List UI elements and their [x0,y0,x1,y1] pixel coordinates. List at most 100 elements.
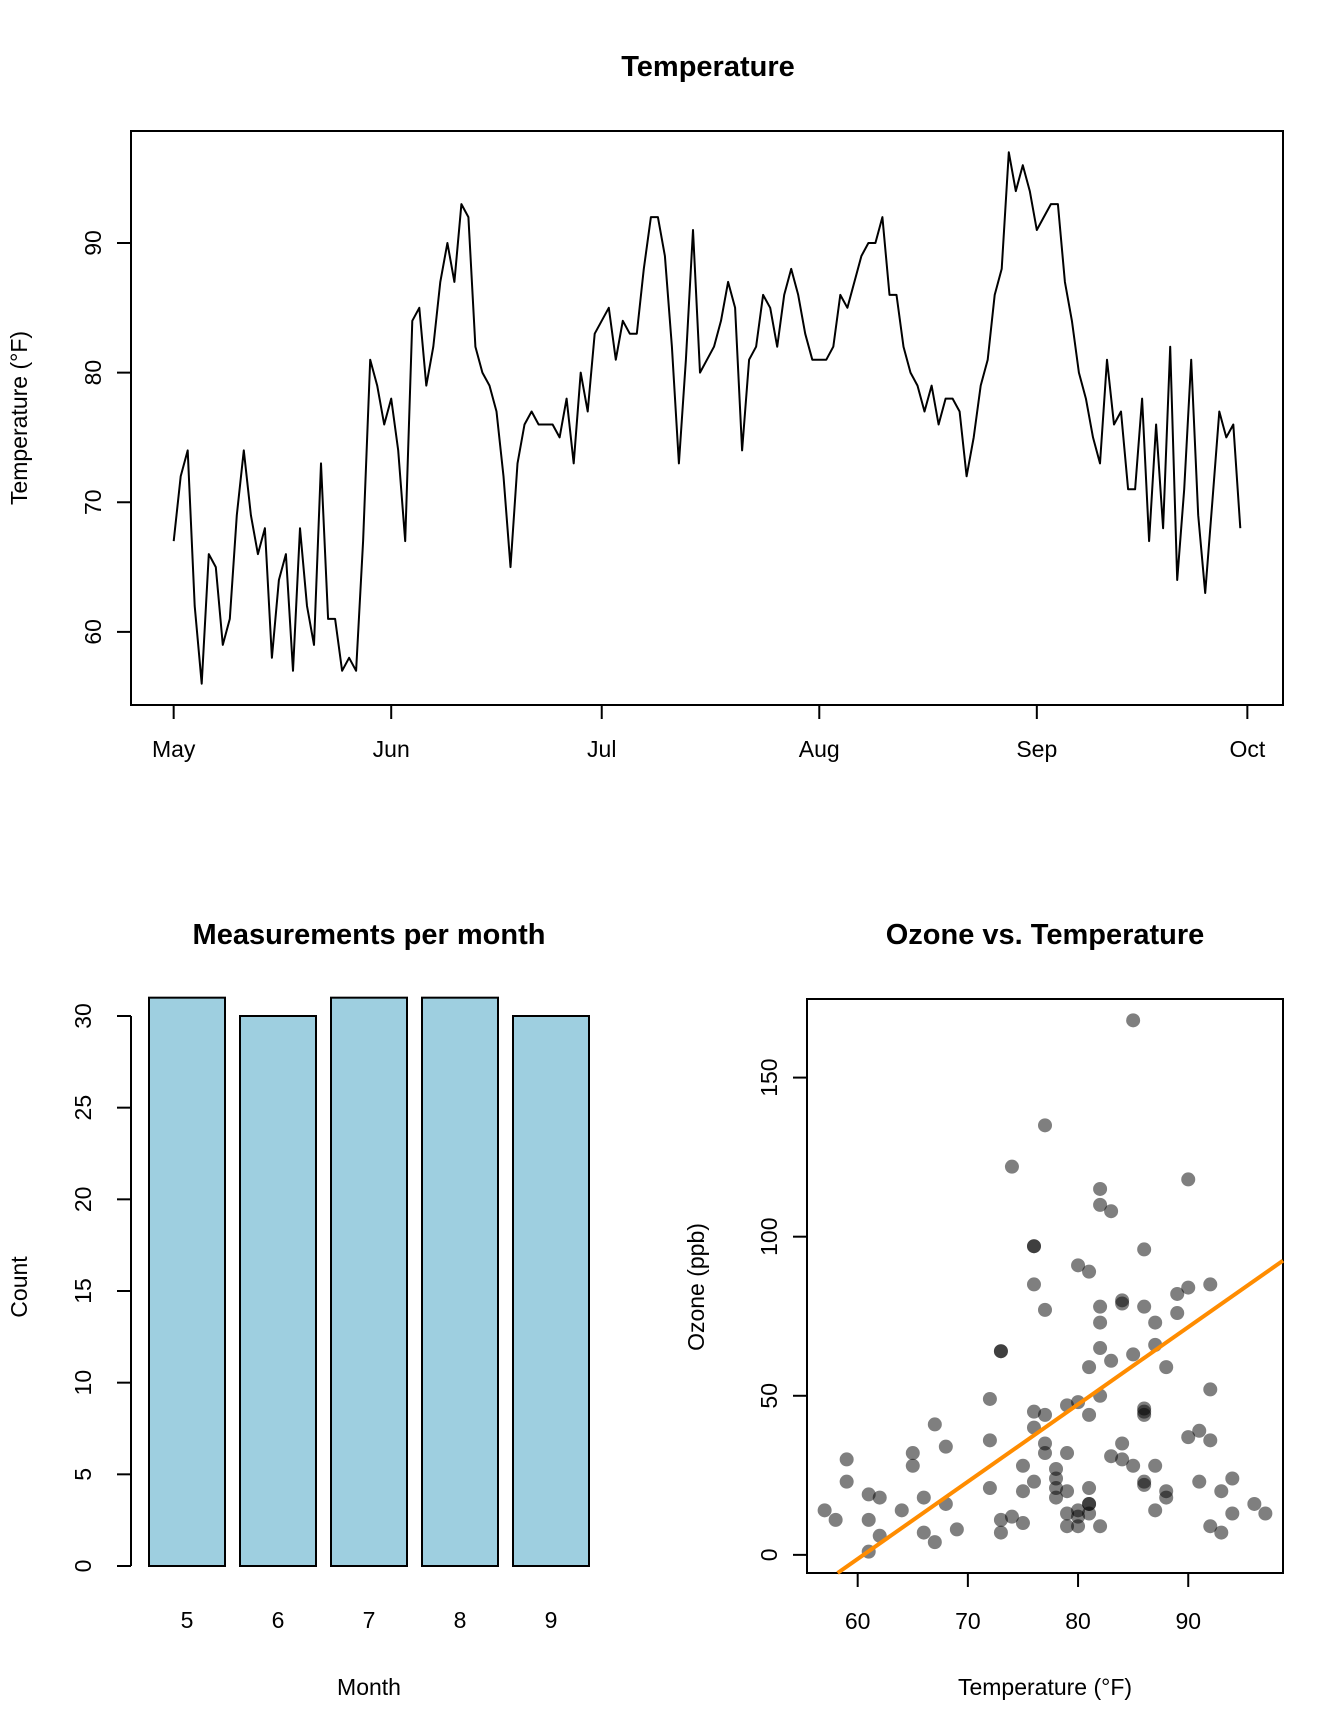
scatter-point [1159,1360,1174,1375]
bar-x-tick-label: 6 [272,1607,285,1633]
scatter-point [1225,1506,1240,1521]
line-y-tick-label: 60 [80,619,106,645]
scatter-point [949,1522,964,1537]
scatter-point [1026,1239,1041,1254]
scatter-point [1015,1458,1030,1473]
scatter-point [1115,1293,1130,1308]
scatter-chart-x-axis: 60 70 80 90 [845,1572,1201,1634]
line-x-tick-label: Jun [373,736,410,762]
scatter-point [982,1433,997,1448]
scatter-point [927,1535,942,1550]
scatter-x-tick-label: 70 [955,1608,981,1634]
scatter-point [1203,1433,1218,1448]
scatter-point [1137,1401,1152,1416]
scatter-point [1093,1181,1108,1196]
scatter-point [1015,1484,1030,1499]
scatter-point [1181,1430,1196,1445]
scatter-y-tick-label: 0 [756,1548,782,1561]
scatter-y-tick-label: 100 [756,1217,782,1255]
scatter-point [817,1503,832,1518]
scatter-point [1093,1341,1108,1356]
scatter-point [1038,1446,1052,1461]
scatter-point [1126,1458,1141,1473]
bar-y-tick-label: 5 [70,1468,96,1481]
line-chart-plot-box [130,130,1284,706]
bar-chart-x-axis: 5 6 7 8 9 [181,1607,558,1633]
bar-x-tick-label: 5 [181,1607,194,1633]
scatter-point [1060,1519,1075,1534]
scatter-x-tick-label: 80 [1065,1608,1091,1634]
bar-chart-xlabel: Month [337,1674,401,1700]
scatter-point [1148,1503,1163,1518]
scatter-point [1137,1242,1152,1257]
scatter-y-tick-label: 150 [756,1058,782,1096]
scatter-point [982,1391,997,1406]
scatter-point [1115,1452,1130,1467]
bar-x-tick-label: 8 [454,1607,467,1633]
bar [421,996,499,1567]
scatter-point [1082,1506,1097,1521]
scatter-point [1049,1471,1064,1486]
scatter-point [839,1474,854,1489]
scatter-point [1015,1516,1030,1531]
scatter-point [861,1487,876,1502]
scatter-point [905,1458,920,1473]
bar-y-tick-label: 25 [70,1095,96,1121]
scatter-point [1137,1474,1152,1489]
temperature-series-line [172,151,1242,685]
scatter-point [1038,1118,1052,1133]
scatter-point [916,1525,931,1540]
scatter-point [1225,1471,1240,1486]
scatter-y-tick-label: 50 [756,1383,782,1409]
bar [512,1015,590,1567]
line-x-tick-label: Jul [587,736,616,762]
scatter-point [1082,1264,1097,1279]
scatter-point [1181,1280,1196,1295]
scatter-point [1071,1503,1086,1518]
scatter-point [872,1490,887,1505]
measurements-bar-chart: Measurements per month Count Month 0 5 10 1… [6,919,590,1700]
bar-chart-y-axis: 0 5 10 15 20 25 30 [70,1003,132,1573]
scatter-point [1026,1474,1041,1489]
scatter-point [1071,1519,1086,1534]
scatter-point [938,1439,953,1454]
bar-chart-title: Measurements per month [193,919,546,951]
scatter-point [1026,1277,1041,1292]
line-chart-y-axis: 60 70 80 90 [80,230,132,645]
bar [330,996,408,1567]
scatter-point [1159,1490,1174,1505]
scatter-point [1004,1159,1019,1174]
line-x-tick-label: Oct [1229,736,1265,762]
bar-chart-bars [148,996,590,1567]
bar [239,1015,317,1567]
bar-y-tick-label: 0 [70,1560,96,1573]
scatter-point [1082,1481,1097,1496]
scatter-point [993,1344,1008,1359]
scatter-point [1258,1506,1273,1521]
line-x-tick-label: Sep [1016,736,1057,762]
line-x-tick-label: Aug [799,736,840,762]
bar-chart-ylabel: Count [6,1256,32,1318]
scatter-chart-y-axis: 0 50 100 150 [756,1058,808,1561]
scatter-point [982,1481,997,1496]
scatter-point [1203,1382,1218,1397]
scatter-point [905,1446,920,1461]
ozone-scatter-chart: Ozone vs. Temperature Ozone (ppb) Temper… [683,919,1285,1700]
scatter-point [1104,1353,1119,1368]
scatter-point [1214,1484,1229,1499]
bar-y-tick-label: 15 [70,1278,96,1304]
bar-y-tick-label: 10 [70,1370,96,1396]
scatter-point [894,1503,909,1518]
line-chart-title: Temperature [621,51,795,83]
bar-x-tick-label: 7 [363,1607,376,1633]
regression-fit-line [836,1258,1285,1575]
scatter-point [1192,1423,1207,1438]
scatter-point [993,1512,1008,1527]
line-x-tick-label: May [152,736,196,762]
line-y-tick-label: 80 [80,360,106,386]
scatter-point [1060,1506,1075,1521]
bar-x-tick-label: 9 [545,1607,558,1633]
scatter-point [1192,1474,1207,1489]
scatter-point [1247,1496,1262,1511]
